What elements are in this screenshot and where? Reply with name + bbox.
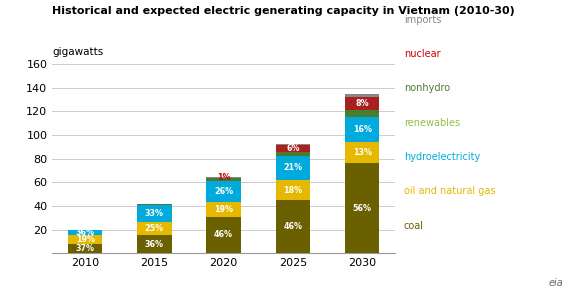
Text: 6%: 6% — [286, 144, 300, 153]
Text: 36%: 36% — [76, 228, 95, 237]
Text: imports: imports — [404, 15, 441, 24]
Text: nuclear: nuclear — [404, 49, 440, 59]
Bar — [137, 204, 172, 205]
Bar — [275, 146, 310, 152]
Text: renewables: renewables — [404, 118, 460, 127]
Text: nonhydro: nonhydro — [404, 83, 450, 93]
Text: 33%: 33% — [145, 209, 164, 218]
Bar — [68, 230, 102, 235]
Text: hydroelectricity: hydroelectricity — [404, 152, 480, 162]
Bar — [345, 163, 379, 253]
Bar — [275, 156, 310, 180]
Bar — [275, 144, 310, 146]
Text: 37%: 37% — [76, 244, 95, 253]
Bar — [275, 152, 310, 156]
Bar — [206, 202, 241, 217]
Bar — [206, 217, 241, 253]
Bar — [68, 235, 102, 244]
Text: 1%: 1% — [217, 173, 231, 182]
Text: 8%: 8% — [356, 99, 369, 108]
Bar — [206, 181, 241, 202]
Bar — [275, 180, 310, 200]
Text: 26%: 26% — [214, 187, 233, 196]
Bar — [137, 235, 172, 253]
Bar — [206, 178, 241, 181]
Bar — [345, 142, 379, 163]
Bar — [345, 116, 379, 142]
Bar — [345, 110, 379, 116]
Bar — [206, 177, 241, 178]
Text: oil and natural gas: oil and natural gas — [404, 186, 495, 196]
Text: 21%: 21% — [284, 163, 303, 172]
Text: eia: eia — [549, 278, 564, 288]
Text: 19%: 19% — [214, 205, 233, 214]
Text: 18%: 18% — [284, 186, 303, 195]
Text: coal: coal — [404, 221, 424, 230]
Bar — [68, 244, 102, 253]
Text: 56%: 56% — [353, 204, 372, 213]
Text: 16%: 16% — [353, 125, 372, 134]
Text: 19%: 19% — [76, 235, 95, 244]
Bar — [137, 222, 172, 235]
Text: 46%: 46% — [284, 222, 303, 231]
Text: Historical and expected electric generating capacity in Vietnam (2010-30): Historical and expected electric generat… — [52, 6, 515, 16]
Text: 25%: 25% — [145, 224, 164, 233]
Text: gigawatts: gigawatts — [52, 47, 103, 56]
Bar — [345, 94, 379, 97]
Text: 13%: 13% — [353, 148, 372, 157]
Text: 36%: 36% — [145, 239, 164, 249]
Text: 46%: 46% — [214, 230, 233, 239]
Bar — [137, 205, 172, 222]
Bar — [345, 97, 379, 110]
Bar — [275, 200, 310, 253]
